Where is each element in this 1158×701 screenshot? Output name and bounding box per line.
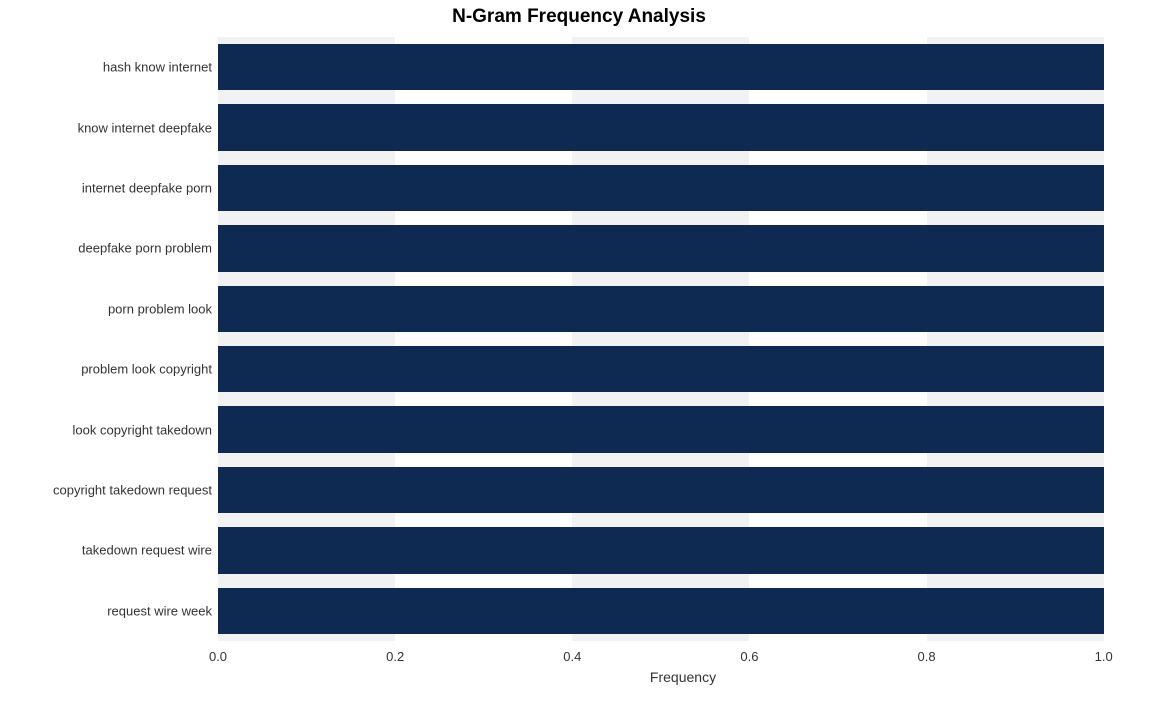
y-tick-label: internet deepfake porn (0, 181, 212, 196)
y-tick-label: copyright takedown request (0, 483, 212, 498)
x-tick-label: 0.6 (740, 649, 758, 664)
chart-title: N-Gram Frequency Analysis (0, 6, 1158, 28)
bar (218, 104, 1104, 151)
y-tick-label: problem look copyright (0, 362, 212, 377)
y-tick-label: porn problem look (0, 301, 212, 316)
bar (218, 165, 1104, 212)
y-tick-label: takedown request wire (0, 543, 212, 558)
bar (218, 467, 1104, 514)
x-tick-label: 0.0 (209, 649, 227, 664)
bar (218, 588, 1104, 635)
bar (218, 527, 1104, 574)
y-tick-label: deepfake porn problem (0, 241, 212, 256)
grid-band (1104, 37, 1148, 641)
y-tick-label: know internet deepfake (0, 120, 212, 135)
bar (218, 225, 1104, 272)
bar (218, 406, 1104, 453)
x-tick-label: 0.2 (386, 649, 404, 664)
plot-area: Frequency 0.00.20.40.60.81.0 (218, 37, 1148, 641)
y-tick-label: look copyright takedown (0, 422, 212, 437)
bar (218, 346, 1104, 393)
x-tick-label: 0.4 (563, 649, 581, 664)
bar (218, 286, 1104, 333)
x-tick-label: 0.8 (918, 649, 936, 664)
x-axis-label: Frequency (650, 669, 716, 685)
chart-container: N-Gram Frequency Analysis Frequency 0.00… (0, 0, 1158, 701)
y-tick-label: request wire week (0, 603, 212, 618)
bar (218, 44, 1104, 91)
y-tick-label: hash know internet (0, 60, 212, 75)
x-tick-label: 1.0 (1095, 649, 1113, 664)
